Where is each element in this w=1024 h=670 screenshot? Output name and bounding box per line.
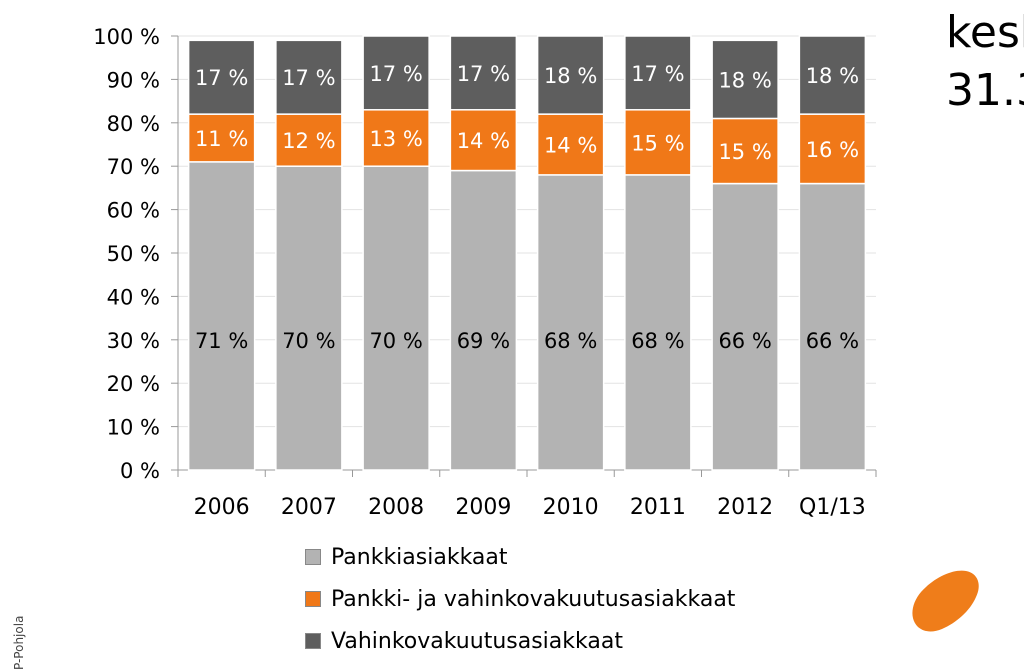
bar-segment [449,109,518,172]
bar-data-label: 66 % [718,329,771,353]
bar-data-label: 70 % [282,329,335,353]
y-tick-label: 10 % [107,416,160,440]
bar-segment [798,35,867,115]
bar-data-label: 17 % [369,62,422,86]
bar-data-label: 11 % [195,127,248,151]
legend-item-pankkiasiakkaat: Pankkiasiakkaat [305,536,735,578]
bar-data-label: 70 % [369,329,422,353]
bar-segment [536,174,605,471]
bar-data-label: 17 % [282,66,335,90]
legend-label-pankki-vahinko: Pankki- ja vahinkovakuutusasiakkaat [331,586,736,612]
bar-data-label: 13 % [369,127,422,151]
y-tick-label: 30 % [107,329,160,353]
legend-swatch-pankki-vahinko [305,591,321,607]
bar-segment [449,35,518,111]
bar-segment [711,39,779,120]
y-tick-label: 50 % [107,242,160,266]
legend-swatch-vahinkovakuutus [305,633,321,649]
y-tick-label: 100 % [93,25,160,49]
bar-segment [362,35,430,111]
y-tick-label: 0 % [120,459,160,483]
bar-data-label: 12 % [282,129,335,153]
x-tick-label: 2010 [543,495,599,520]
x-tick-label: Q1/13 [799,495,866,520]
bar-data-label: 66 % [806,329,859,353]
bar-segment [187,39,256,115]
corner-text-line-2: 31.3 [946,65,1024,116]
bar-segment [711,117,779,185]
bar-segment [275,39,343,115]
bar-segment [187,113,256,163]
bar-data-label: 68 % [631,329,684,353]
corner-text-line-1: kesk [946,7,1024,58]
y-tick-label: 40 % [107,285,160,309]
corner-text: kesk 31.3 [946,4,1024,120]
legend-item-vahinkovakuutus: Vahinkovakuutusasiakkaat [305,620,735,662]
bar-data-label: 69 % [457,329,510,353]
x-tick-label: 2011 [630,495,686,520]
bar-data-label: 14 % [544,134,597,158]
bar-data-label: 14 % [457,129,510,153]
y-tick-label: 80 % [107,112,160,136]
bar-data-label: 17 % [457,62,510,86]
bar-segment [536,35,605,115]
bar-data-label: 17 % [631,62,684,86]
bar-segment [275,113,343,167]
logo-icon [912,570,979,632]
chart-legend: Pankkiasiakkaat Pankki- ja vahinkovakuut… [305,536,735,662]
bar-data-label: 15 % [718,140,771,164]
bar-segment [536,113,605,176]
bar-segment [711,182,779,471]
side-text: P-Pohjola [12,615,26,670]
bar-segment [624,174,692,471]
y-tick-label: 60 % [107,199,160,223]
x-tick-label: 2006 [194,495,250,520]
bar-data-label: 17 % [195,66,248,90]
bar-data-label: 15 % [631,131,684,155]
bar-segment [187,161,256,471]
bar-segment [275,165,343,471]
x-tick-label: 2012 [717,495,773,520]
legend-label-pankkiasiakkaat: Pankkiasiakkaat [331,544,508,570]
bar-data-label: 68 % [544,329,597,353]
y-tick-label: 90 % [107,68,160,92]
x-tick-label: 2007 [281,495,337,520]
y-tick-label: 20 % [107,372,160,396]
bar-segment [624,109,692,176]
x-tick-label: 2008 [368,495,424,520]
bar-data-label: 18 % [718,68,771,92]
bar-segment [449,169,518,471]
bar-segment [624,35,692,111]
legend-item-pankki-vahinko: Pankki- ja vahinkovakuutusasiakkaat [305,578,735,620]
legend-label-vahinkovakuutus: Vahinkovakuutusasiakkaat [331,628,623,654]
bar-data-label: 16 % [806,138,859,162]
x-tick-label: 2009 [455,495,511,520]
bar-data-label: 18 % [806,64,859,88]
legend-swatch-pankkiasiakkaat [305,549,321,565]
bar-segment [798,182,867,471]
bar-segment [362,165,430,471]
bar-segment [362,109,430,167]
bar-data-label: 18 % [544,64,597,88]
y-tick-label: 70 % [107,155,160,179]
bar-data-label: 71 % [195,329,248,353]
